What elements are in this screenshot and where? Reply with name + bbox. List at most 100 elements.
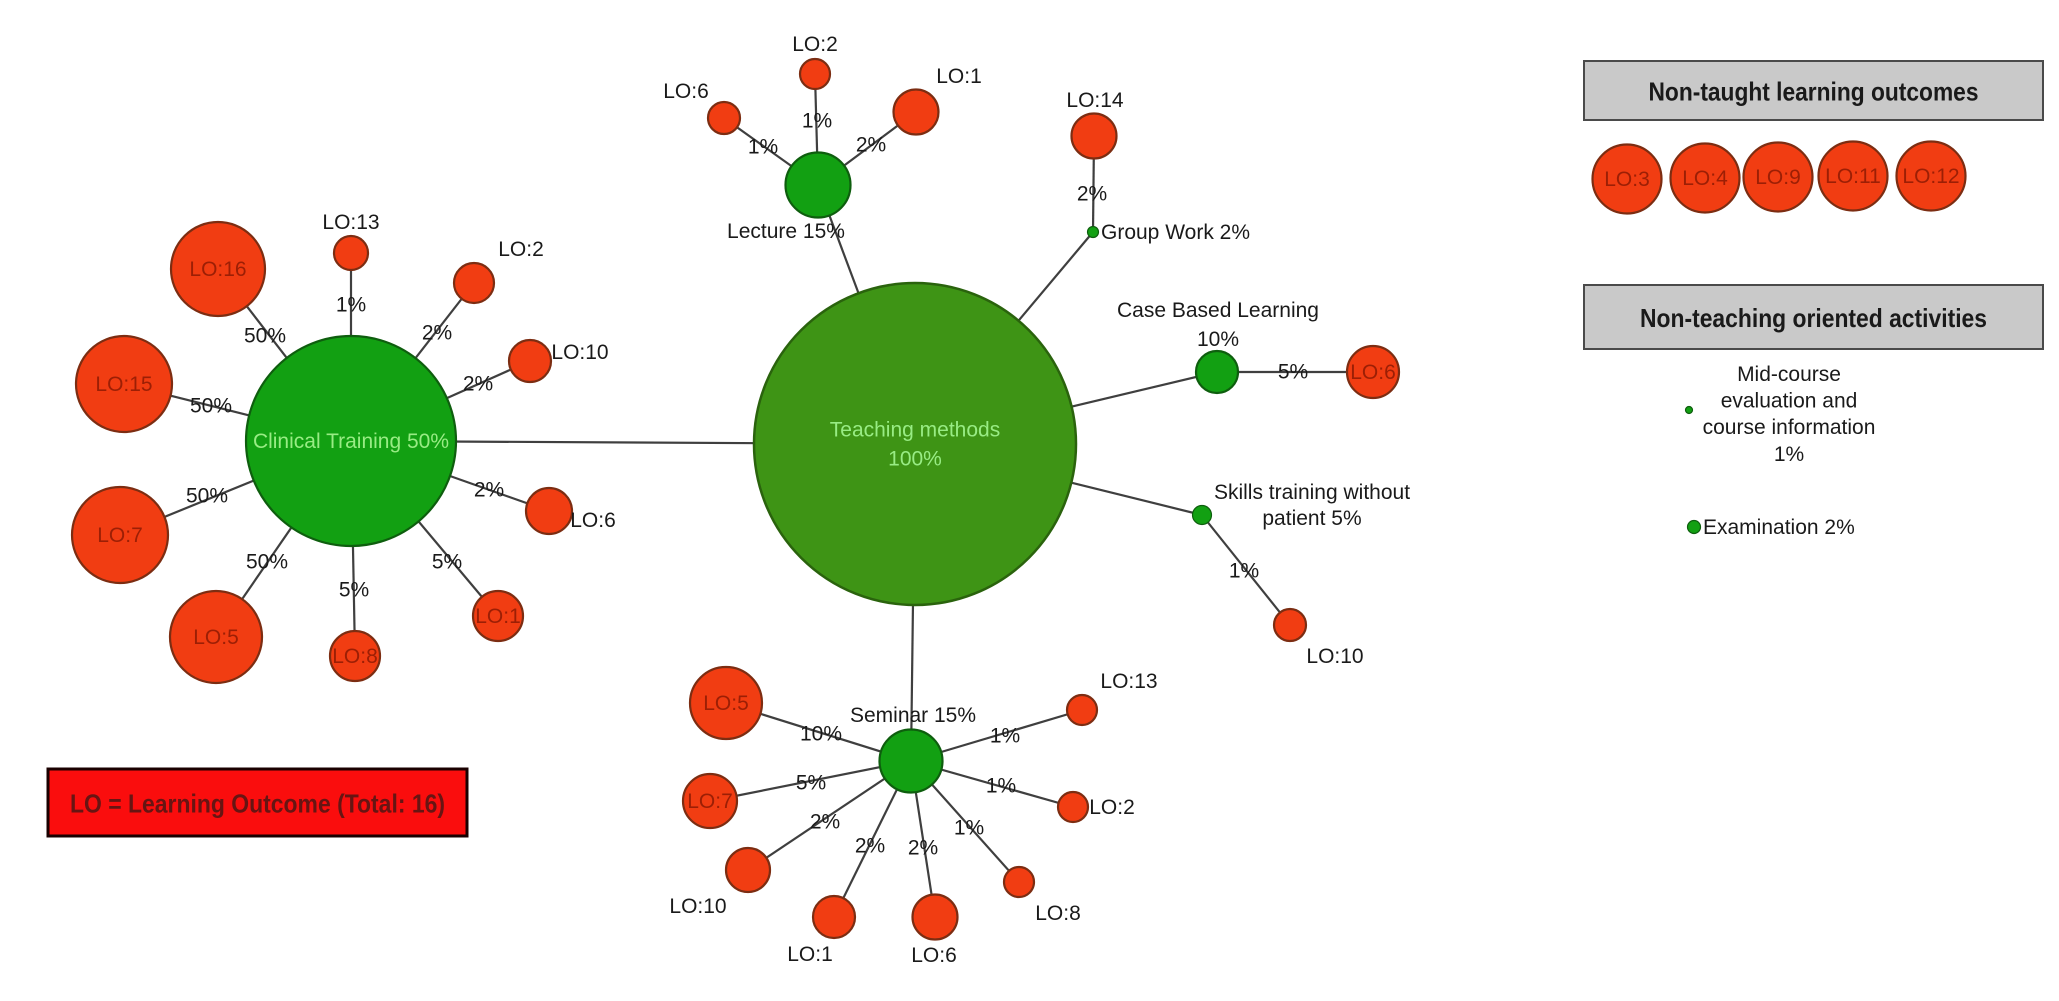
node-ct-lo8	[328, 629, 382, 683]
node-ct-lo7	[70, 485, 170, 585]
node-sm-lo1	[811, 894, 857, 940]
node-lg-lo3	[1591, 143, 1663, 215]
node-label-sm-lo10: LO:10	[669, 895, 726, 918]
node-lc-lo2	[798, 57, 832, 91]
node-label-seminar: Seminar 15%	[850, 704, 976, 727]
boxes-layer: Non-taught learning outcomes Non-teaching…	[46, 60, 2044, 838]
edge-label-seminar--sm-lo6: 2%	[908, 837, 938, 860]
node-group-work	[1086, 225, 1100, 239]
node-examination	[1686, 519, 1702, 535]
node-ct-lo16	[169, 220, 267, 318]
node-lg-lo12	[1895, 140, 1967, 212]
edge-skills--sk-lo10	[1201, 514, 1291, 626]
node-ct-lo2	[452, 261, 496, 305]
node-sk-lo10	[1272, 607, 1308, 643]
node-label-lg-lo3: LO:3	[1604, 168, 1650, 191]
node-ct-lo10	[507, 338, 553, 384]
edge-label-group-work--gw-lo14: 2%	[1077, 183, 1107, 206]
node-sm-lo13	[1065, 693, 1099, 727]
node-lg-lo11	[1817, 140, 1889, 212]
edge-label-clinical--ct-lo15: 50%	[190, 395, 232, 418]
node-label-ct-lo2: LO:2	[498, 238, 544, 261]
node-label-ct-lo10: LO:10	[551, 341, 608, 364]
legend-non-teaching-box	[1583, 284, 2044, 350]
node-label-examination: Examination 2%	[1703, 516, 1855, 539]
node-label-skills: Skills training without patient 5%	[1214, 481, 1410, 530]
node-teaching	[752, 281, 1078, 607]
note-label: LO = Learning Outcome (Total: 16)	[70, 789, 445, 819]
node-lg-lo9	[1742, 141, 1814, 213]
node-lc-lo1	[892, 88, 940, 136]
edge-label-clinical--ct-lo1: 5%	[432, 551, 462, 574]
edge-label-lecture--lc-lo2: 1%	[802, 110, 832, 133]
node-label-lecture: Lecture 15%	[727, 220, 845, 243]
node-label-sm-lo6: LO:6	[911, 944, 957, 967]
node-seminar	[878, 728, 944, 794]
node-label-teaching: Teaching methods 100%	[830, 418, 1000, 470]
edge-label-seminar--sm-lo8: 1%	[954, 817, 984, 840]
edge-label-clinical--ct-lo16: 50%	[244, 325, 286, 348]
node-ct-lo13	[332, 234, 370, 272]
node-ct-lo1	[471, 589, 525, 643]
nodes-layer	[70, 57, 1967, 941]
edge-label-clinical--ct-lo2: 2%	[422, 322, 452, 345]
node-lc-lo6	[706, 100, 742, 136]
legend-non-taught-label: Non-taught learning outcomes	[1649, 77, 1979, 107]
node-label-lc-lo1: LO:1	[936, 65, 982, 88]
node-label-lg-lo12: LO:12	[1902, 165, 1959, 188]
edge-label-seminar--sm-lo10: 2%	[810, 811, 840, 834]
node-label-sm-lo1: LO:1	[787, 943, 833, 966]
node-sm-lo6	[911, 893, 959, 941]
edge-labels-layer: 50%1%2%2%2%5%5%50%50%50%1%1%2%2%5%1%10%5…	[186, 110, 1308, 860]
edge-label-clinical--ct-lo10: 2%	[463, 373, 493, 396]
node-mid-course	[1684, 405, 1694, 415]
node-label-mid-course: Mid-course evaluation and course informati…	[1703, 363, 1876, 466]
node-label-lg-lo4: LO:4	[1682, 167, 1728, 190]
node-lg-lo4	[1669, 142, 1741, 214]
node-label-gw-lo14: LO:14	[1066, 89, 1124, 112]
node-ct-lo5	[168, 589, 264, 685]
edge-label-clinical--ct-lo5: 50%	[246, 551, 288, 574]
legend-non-taught-box	[1583, 60, 2044, 121]
edge-label-seminar--sm-lo7: 5%	[796, 772, 826, 795]
node-sm-lo10	[724, 846, 772, 894]
node-label-ct-lo6: LO:6	[570, 509, 616, 532]
node-case-based	[1194, 349, 1240, 395]
node-label-lc-lo2: LO:2	[792, 33, 838, 56]
node-label-sm-lo5: LO:5	[703, 692, 749, 715]
edge-label-clinical--ct-lo7: 50%	[186, 485, 228, 508]
node-sm-lo2	[1056, 790, 1090, 824]
node-label-lc-lo6: LO:6	[663, 80, 709, 103]
node-label-case-based: Case Based Learning 10%	[1117, 299, 1319, 351]
node-label-clinical: Clinical Training 50%	[253, 430, 449, 453]
node-ct-lo6	[524, 486, 574, 536]
node-ct-lo15	[74, 334, 174, 434]
node-label-sm-lo8: LO:8	[1035, 902, 1081, 925]
edge-label-seminar--sm-lo5: 10%	[800, 723, 842, 746]
node-cb-lo6	[1345, 344, 1401, 400]
edge-label-case-based--cb-lo6: 5%	[1278, 361, 1308, 384]
note-box	[46, 767, 469, 838]
node-label-cb-lo6: LO:6	[1350, 361, 1396, 384]
node-label-sm-lo13: LO:13	[1100, 670, 1157, 693]
node-label-sk-lo10: LO:10	[1306, 645, 1363, 668]
edge-label-seminar--sm-lo2: 1%	[986, 775, 1016, 798]
edge-seminar--sm-lo10	[747, 760, 912, 871]
edge-label-seminar--sm-lo1: 2%	[855, 835, 885, 858]
node-clinical	[244, 334, 458, 548]
node-label-sm-lo2: LO:2	[1089, 796, 1135, 819]
node-sm-lo8	[1002, 865, 1036, 899]
node-label-ct-lo13: LO:13	[322, 211, 379, 234]
edge-label-seminar--sm-lo13: 1%	[990, 725, 1020, 748]
edge-label-clinical--ct-lo13: 1%	[336, 294, 366, 317]
node-lecture	[784, 151, 852, 219]
node-label-ct-lo15: LO:15	[95, 373, 152, 396]
edge-label-clinical--ct-lo6: 2%	[474, 479, 504, 502]
node-label-lg-lo9: LO:9	[1755, 166, 1801, 189]
node-label-ct-lo8: LO:8	[332, 645, 378, 668]
node-labels-layer: Teaching methods 100% Clinical Training 50…	[95, 33, 1959, 967]
edge-seminar--sm-lo7	[709, 759, 912, 803]
legend-non-teaching-label: Non-teaching oriented activities	[1640, 303, 1987, 333]
